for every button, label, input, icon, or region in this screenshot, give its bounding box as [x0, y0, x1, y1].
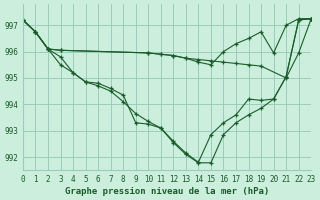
X-axis label: Graphe pression niveau de la mer (hPa): Graphe pression niveau de la mer (hPa) [65, 187, 269, 196]
